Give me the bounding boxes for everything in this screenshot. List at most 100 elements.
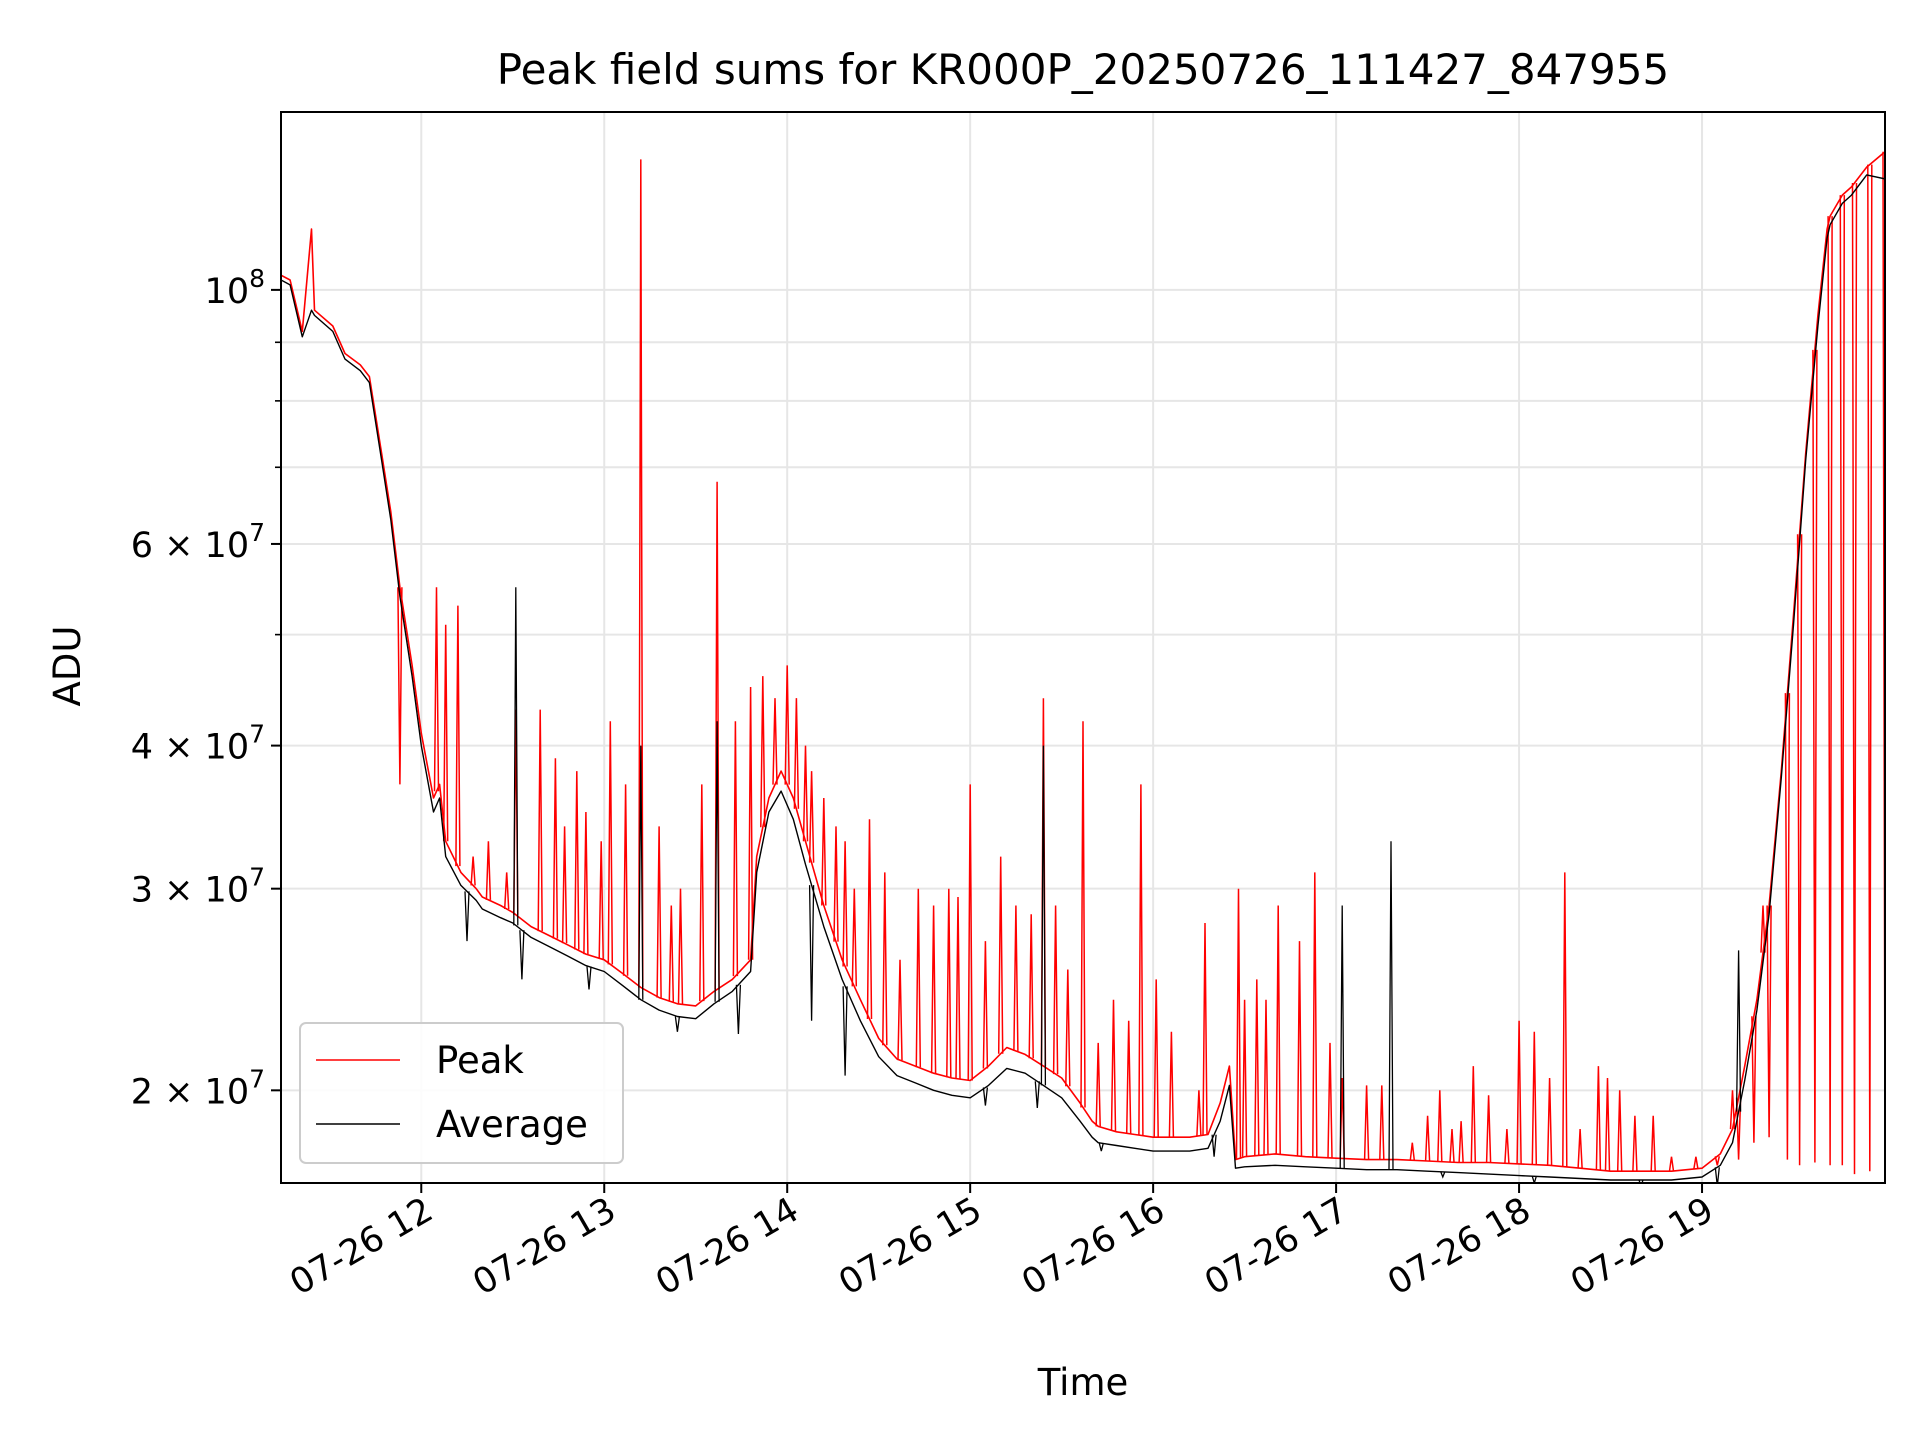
chart-title: Peak field sums for KR000P_20250726_1114… [497, 45, 1669, 94]
series-spike-peak [638, 159, 644, 988]
plot-frame [280, 111, 1886, 1184]
series-spike-peak [967, 784, 973, 1081]
series-spike-peak [1296, 941, 1303, 1157]
series-spike-peak [1196, 1090, 1202, 1136]
series-spike-peak [503, 872, 510, 910]
series-spike-peak [897, 959, 903, 1061]
series-spike-peak [1254, 979, 1260, 1156]
series-spike-peak [1470, 1066, 1477, 1163]
legend-box [299, 1022, 624, 1164]
series-spike-peak [1796, 534, 1803, 1166]
y-tick-label: 2 × 107 [131, 1064, 265, 1112]
series-spike-peak [882, 872, 888, 1046]
series-spike-peak [622, 784, 629, 976]
series-spike-peak [537, 709, 543, 932]
series-spike-peak [1409, 1142, 1416, 1161]
series-spike-peak [1052, 905, 1059, 1075]
series-spike-peak [1516, 1020, 1522, 1164]
series-spike-peak [574, 771, 580, 950]
series-spike-peak [677, 888, 684, 1005]
series-spike-peak [470, 856, 476, 886]
series-spike-peak [821, 797, 827, 906]
series-spike-average [735, 984, 742, 1035]
series-spike-peak [668, 905, 675, 1002]
series-spike-peak [1616, 1090, 1623, 1172]
series-spike-peak [747, 686, 754, 960]
series-spike-peak [1241, 999, 1248, 1157]
series-spike-peak [433, 587, 440, 792]
series-spike-peak [1827, 216, 1833, 1166]
series-spike-average [1735, 950, 1742, 1112]
series-spike-peak [982, 941, 989, 1069]
series-spike-peak [955, 896, 961, 1079]
series-spike-average [674, 1016, 681, 1032]
series-spike-peak [851, 888, 858, 987]
series-spike-average [1714, 1167, 1720, 1183]
series-spike-peak [1595, 1066, 1602, 1171]
series-spike-peak [1714, 1156, 1721, 1166]
series-spike-peak [1235, 888, 1242, 1159]
series-spike-average [638, 745, 644, 1000]
series-spike-peak [930, 905, 937, 1074]
series-spike-peak [1095, 1042, 1101, 1127]
series-spike-average [1531, 1176, 1537, 1183]
series-spike-average [1211, 1134, 1217, 1157]
series-spike-peak [1110, 999, 1117, 1131]
series-spike-average [1388, 841, 1394, 1170]
y-axis-label: ADU [46, 626, 89, 707]
series-spike-peak [1379, 1085, 1385, 1160]
series-spike-peak [552, 758, 559, 939]
y-tick-label: 108 [205, 264, 265, 312]
series-spike-peak [946, 888, 952, 1078]
series-spike-peak [699, 784, 705, 1002]
series-spike-peak [1531, 1031, 1538, 1165]
series-spike-peak [1065, 969, 1071, 1087]
series-spike-peak [1784, 693, 1791, 1160]
series-spike-peak [808, 771, 815, 863]
series-spike-peak [1882, 151, 1885, 1172]
legend-label-peak: Peak [436, 1039, 524, 1082]
series-spike-average [714, 721, 720, 1002]
series-spike-average [519, 930, 525, 980]
series-spike-peak [607, 721, 614, 965]
series-spike-peak [1263, 999, 1269, 1155]
series-spike-peak [1125, 1020, 1132, 1134]
series-spike-peak [1138, 784, 1144, 1136]
series-spike-average [1040, 745, 1047, 1086]
series-layer [281, 151, 1885, 1183]
x-axis-label: Time [1037, 1361, 1129, 1404]
series-spike-peak [1562, 872, 1568, 1167]
legend: Peak Average [299, 1022, 624, 1164]
series-spike-average [464, 891, 470, 942]
series-spike-peak [1424, 1115, 1431, 1162]
series-spike-peak [866, 819, 873, 1020]
series-spike-peak [1546, 1077, 1553, 1166]
series-spike-peak [1632, 1115, 1638, 1172]
series-spike-average [1034, 1081, 1040, 1109]
series-spike-average [513, 587, 519, 926]
series-spike-average [842, 986, 848, 1076]
series-spike-peak [732, 721, 739, 977]
series-spike-peak [1693, 1156, 1699, 1169]
series-spike-peak [784, 665, 790, 785]
series-spike-peak [1458, 1121, 1464, 1163]
series-spike-peak [455, 605, 461, 867]
series-spike-peak [793, 698, 800, 809]
y-tick-label: 6 × 107 [131, 518, 265, 566]
series-spike-average [1098, 1143, 1104, 1152]
series-spike-peak [1437, 1090, 1443, 1162]
series-spike-peak [1867, 164, 1873, 1172]
series-spike-peak [598, 841, 604, 959]
series-spike-peak [1504, 1129, 1510, 1164]
series-spike-peak [997, 856, 1004, 1054]
series-spike-peak [1275, 905, 1281, 1155]
series-spike-peak [1080, 721, 1086, 1108]
series-spike-peak [1851, 182, 1858, 1175]
series-spike-peak [485, 841, 492, 900]
series-spike-peak [1766, 905, 1772, 1138]
series-spike-average [982, 1087, 989, 1106]
series-spike-peak [760, 676, 766, 828]
